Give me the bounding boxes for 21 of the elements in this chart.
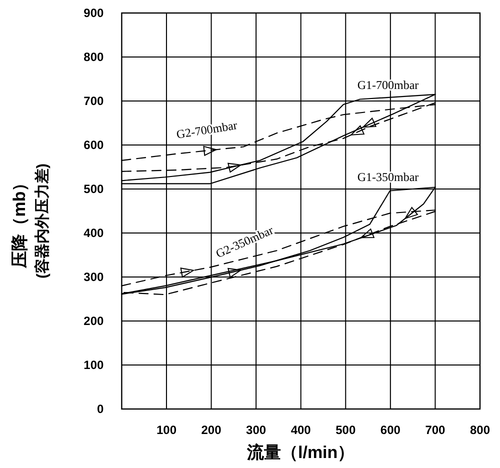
y-tick-label: 300	[84, 270, 104, 284]
x-tick-label: 300	[246, 423, 266, 437]
x-tick-label: 500	[336, 423, 356, 437]
y-tick-label: 200	[84, 314, 104, 328]
y-tick-label: 500	[84, 182, 104, 196]
annotation: G2-700mbar	[175, 118, 238, 142]
y-tick-label: 800	[84, 50, 104, 64]
y-tick-label: 900	[84, 6, 104, 20]
y-tick-label: 600	[84, 138, 104, 152]
y-tick-label: 400	[84, 226, 104, 240]
x-tick-label: 100	[156, 423, 177, 437]
x-axis-title: 流量（l/min）	[246, 443, 355, 462]
y-tick-label: 100	[84, 358, 104, 372]
x-tick-label: 200	[201, 423, 222, 437]
x-tick-label: 700	[425, 423, 446, 437]
y-axis-title: 压降（mb） (容器内外压力差)	[10, 164, 51, 278]
x-tick-label: 800	[470, 423, 490, 437]
y-tick-label: 700	[84, 94, 104, 108]
x-tick-label: 400	[290, 423, 312, 437]
x-tick-label: 600	[380, 423, 401, 437]
y-tick-label: 0	[97, 402, 104, 416]
